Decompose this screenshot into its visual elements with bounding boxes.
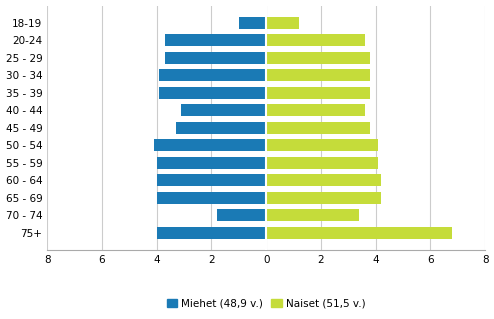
- Bar: [266, 87, 370, 99]
- Bar: [266, 17, 299, 29]
- Bar: [266, 69, 370, 81]
- Bar: [181, 104, 266, 116]
- Bar: [266, 191, 381, 204]
- Bar: [157, 157, 266, 169]
- Bar: [266, 226, 453, 239]
- Bar: [176, 122, 266, 134]
- Bar: [217, 209, 266, 221]
- Bar: [266, 209, 359, 221]
- Bar: [266, 174, 381, 186]
- Bar: [266, 139, 378, 151]
- Bar: [165, 34, 266, 46]
- Bar: [239, 17, 266, 29]
- Bar: [160, 69, 266, 81]
- Bar: [266, 52, 370, 64]
- Bar: [266, 104, 365, 116]
- Bar: [157, 226, 266, 239]
- Bar: [157, 191, 266, 204]
- Bar: [266, 157, 378, 169]
- Legend: Miehet (48,9 v.), Naiset (51,5 v.): Miehet (48,9 v.), Naiset (51,5 v.): [163, 295, 370, 313]
- Bar: [266, 122, 370, 134]
- Bar: [157, 174, 266, 186]
- Bar: [165, 52, 266, 64]
- Bar: [160, 87, 266, 99]
- Bar: [154, 139, 266, 151]
- Bar: [266, 34, 365, 46]
